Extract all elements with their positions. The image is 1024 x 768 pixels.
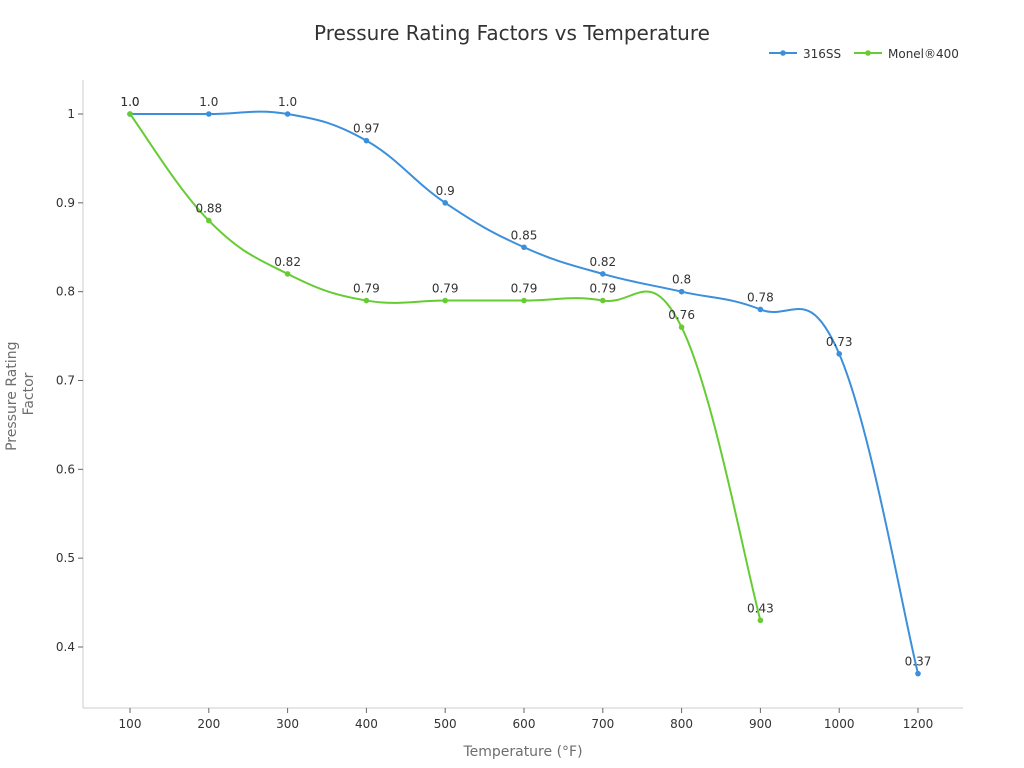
legend-label: Monel®400 (888, 47, 959, 61)
y-tick-label: 0.8 (56, 285, 75, 299)
series-316ss: 1.0 1.0 1.0 0.97 0.9 0.85 0.82 0.8 0.78 0.73 0.37 (120, 95, 932, 677)
y-tick-label: 0.4 (56, 640, 75, 654)
data-point[interactable] (836, 351, 842, 357)
series-layer: 1.0 1.0 1.00.970.90.850.820.80.780.730.371… (120, 95, 932, 677)
legend-marker-icon (780, 50, 786, 56)
data-point[interactable] (915, 670, 921, 677)
data-point[interactable] (757, 617, 764, 624)
data-label: 0.78 (747, 290, 774, 304)
data-point[interactable] (600, 297, 606, 304)
x-tick-label: 500 (434, 717, 457, 731)
data-label: 0.82 (589, 255, 616, 269)
x-tick-label: 600 (513, 717, 536, 731)
data-label: 0.37 (905, 655, 932, 669)
data-label: 0.82 (274, 255, 301, 269)
data-point[interactable] (206, 217, 212, 224)
y-axis-label-line-2: Factor (21, 372, 37, 415)
data-label: 0.79 (589, 282, 616, 296)
data-label: 0.97 (353, 122, 380, 136)
data-label: 0.85 (511, 228, 538, 242)
y-axis-ticks: 0.4 0.5 0.6 0.7 0.8 0.9 1 (56, 107, 83, 654)
data-point[interactable] (284, 111, 291, 117)
series-line (130, 110, 919, 674)
data-label: 1.0 (120, 95, 139, 109)
data-point[interactable] (678, 288, 685, 295)
data-point[interactable] (363, 297, 370, 304)
chart-title: Pressure Rating Factors vs Temperature (314, 21, 710, 45)
data-label: 0.79 (353, 282, 380, 296)
data-label: 0.8 (672, 273, 691, 287)
data-point[interactable] (442, 297, 449, 304)
series-line (129, 113, 762, 621)
data-label: 0.79 (511, 282, 538, 296)
data-point[interactable] (757, 306, 764, 313)
y-axis-label-line-1: Pressure Rating (4, 342, 20, 451)
data-point[interactable] (206, 111, 212, 117)
x-tick-label: 1000 (824, 717, 855, 731)
data-point[interactable] (521, 244, 527, 251)
data-point[interactable] (363, 137, 370, 144)
data-label: 0.79 (432, 282, 459, 296)
data-point[interactable] (284, 271, 291, 277)
x-tick-label: 1200 (903, 717, 934, 731)
legend-marker-icon (865, 50, 871, 56)
legend-label: 316SS (803, 47, 841, 61)
x-axis-label: Temperature (°F) (462, 744, 582, 760)
data-point[interactable] (521, 297, 527, 304)
data-label: 0.73 (826, 335, 853, 349)
legend-item[interactable]: 316SS (769, 47, 841, 61)
y-tick-label: 0.9 (56, 196, 75, 210)
data-label: 1.0 (199, 95, 218, 109)
x-tick-label: 300 (276, 717, 299, 731)
legend[interactable]: 316SS Monel®400 (769, 47, 959, 61)
data-label: 0.88 (195, 202, 222, 216)
x-tick-label: 400 (355, 717, 378, 731)
data-point[interactable] (442, 200, 449, 206)
x-axis-ticks: 100 200 300 400 500 600 700 800 900 1000 1200 (119, 708, 934, 731)
x-tick-label: 700 (591, 717, 614, 731)
data-point[interactable] (678, 324, 685, 331)
data-label: 0.9 (436, 184, 455, 198)
data-label: 1.0 (120, 95, 139, 109)
data-label: 0.76 (668, 308, 695, 322)
y-tick-label: 0.5 (56, 551, 75, 565)
y-tick-label: 0.7 (56, 374, 75, 388)
x-tick-label: 200 (197, 717, 220, 731)
y-axis-label: Pressure Rating Factor (4, 337, 37, 451)
data-point[interactable] (600, 271, 606, 277)
data-point[interactable] (127, 111, 133, 117)
y-tick-label: 0.6 (56, 462, 75, 476)
data-label: 0.43 (747, 601, 774, 615)
x-tick-label: 800 (670, 717, 693, 731)
x-tick-label: 900 (749, 717, 772, 731)
series-monel400: 1.0 0.88 0.82 0.79 0.79 0.79 0.79 0.76 0.43 (120, 95, 774, 624)
data-label: 1.0 (278, 95, 297, 109)
x-tick-label: 100 (119, 717, 142, 731)
legend-item[interactable]: Monel®400 (854, 47, 959, 61)
y-tick-label: 1 (67, 107, 75, 121)
